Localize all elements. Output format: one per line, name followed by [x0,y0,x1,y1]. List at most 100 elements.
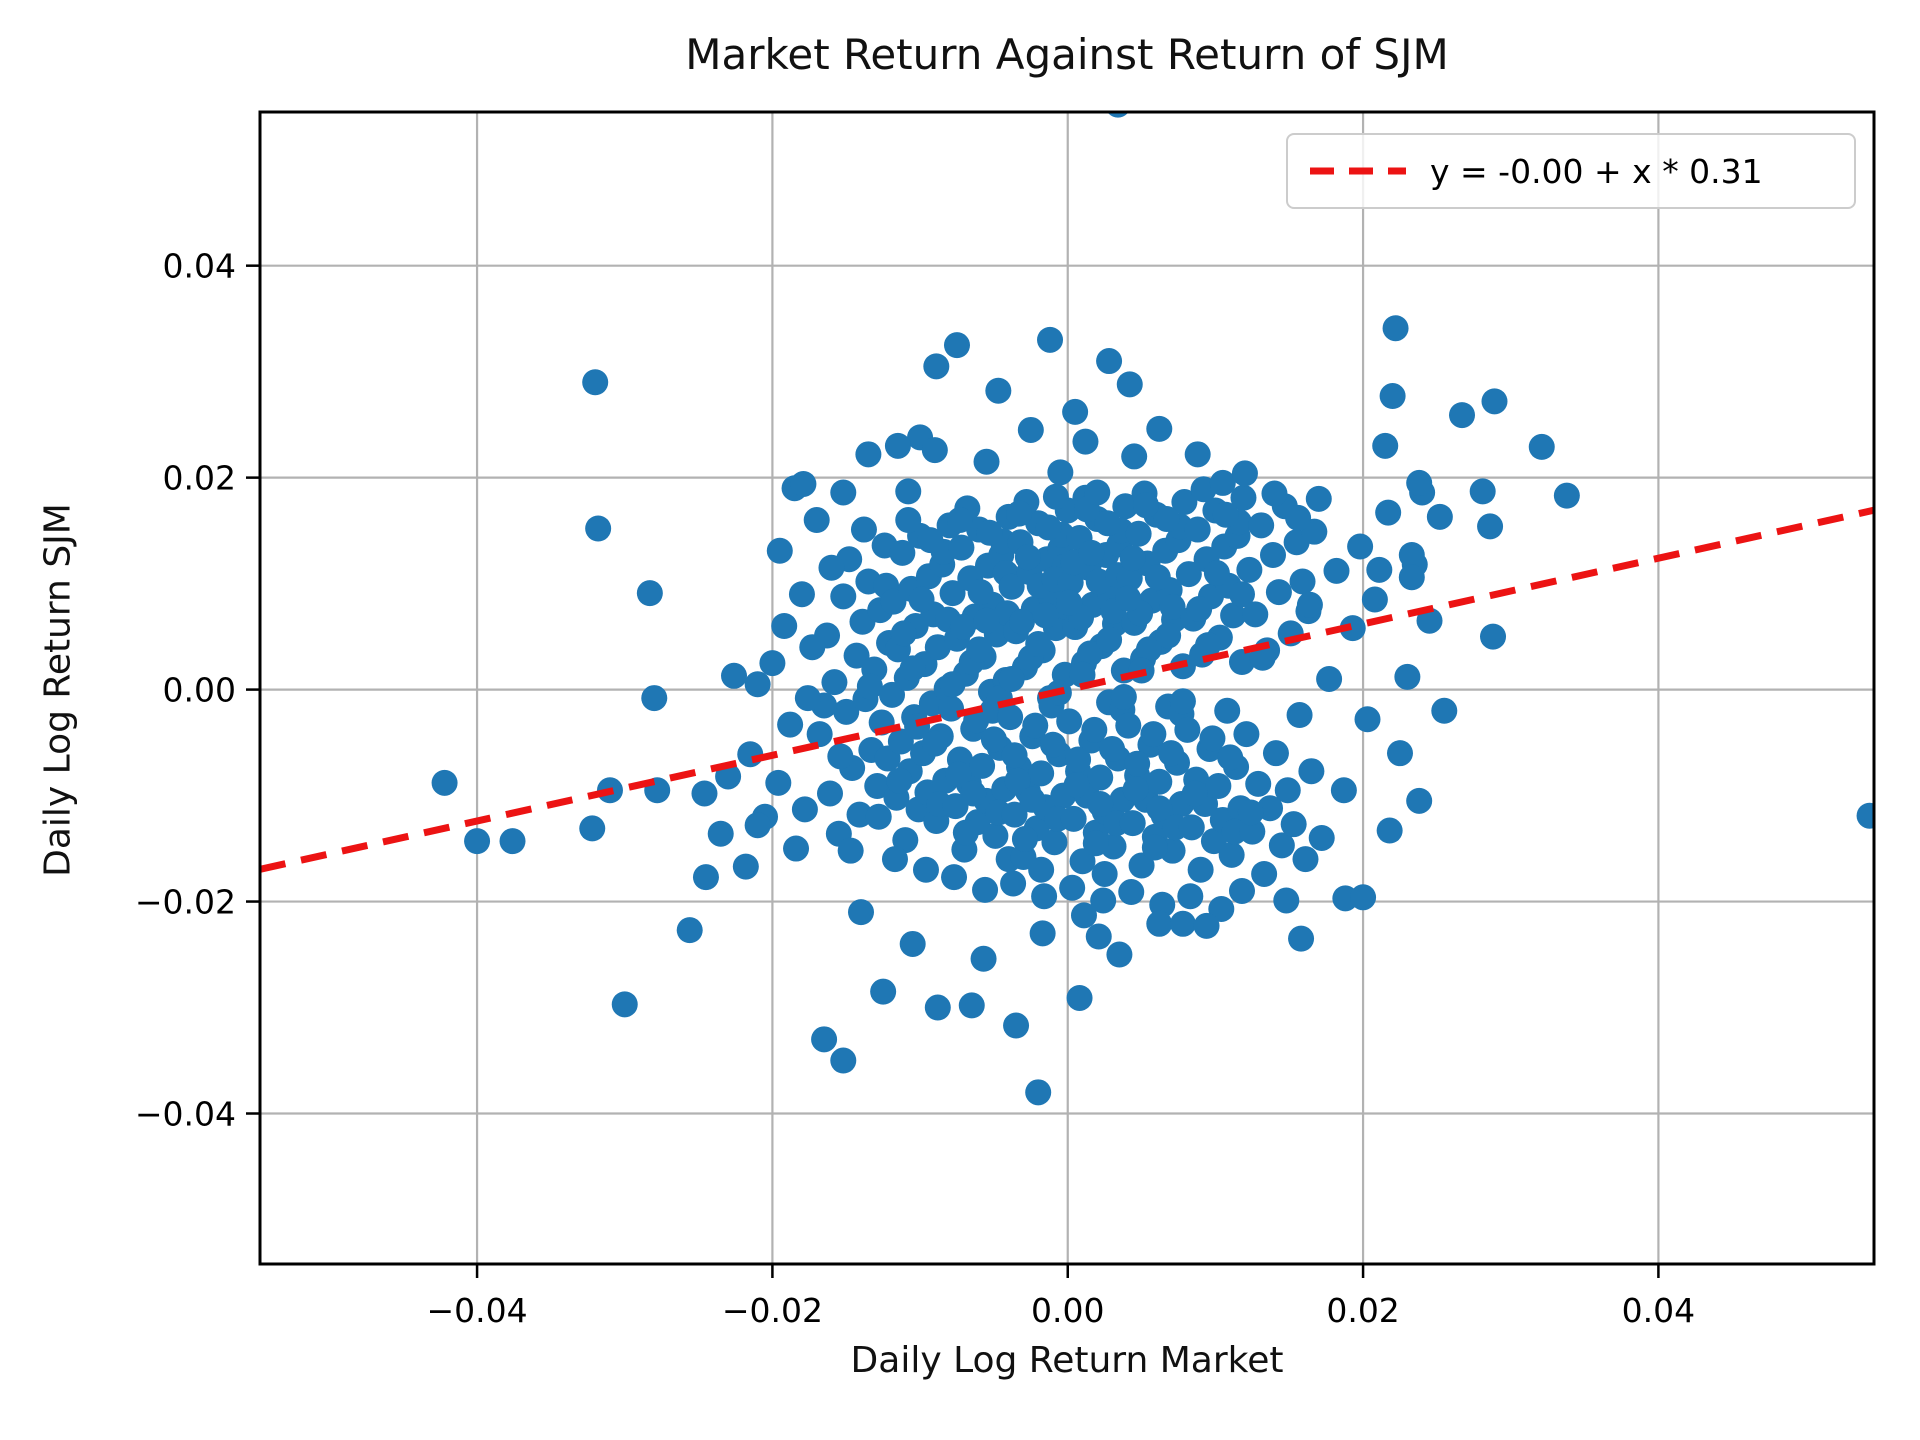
scatter-point [1553,482,1580,509]
scatter-point [1177,883,1204,910]
trend-line [260,506,1874,873]
scatter-point [1112,493,1139,520]
x-tick-label: 0.02 [1326,1291,1399,1330]
scatter-point [879,681,906,708]
scatter-point [1032,602,1059,629]
scatter-point [967,579,994,606]
scatter-point [1330,777,1357,804]
scatter-point [1087,791,1114,818]
scatter-point [1184,441,1211,468]
scatter-point [998,665,1025,692]
scatter-point [1186,596,1213,623]
scatter-point [972,876,999,903]
scatter-point [1017,416,1044,443]
scatter-point [1029,920,1056,947]
scatter-point [970,945,997,972]
scatter-point [636,580,663,607]
scatter-point [917,527,944,554]
scatter-point [1187,856,1214,883]
scatter-point [1233,721,1260,748]
scatter-point [1195,632,1222,659]
x-axis-label: Daily Log Return Market [850,1340,1284,1381]
scatter-point [1141,834,1168,861]
y-tick-label: 0.04 [163,247,236,286]
scatter-point [1118,879,1145,906]
scatter-point [952,819,979,846]
scatter-point [721,662,748,689]
scatter-point [1153,505,1180,532]
scatter-point [1000,870,1027,897]
scatter-point [1236,556,1263,583]
scatter-point [1059,874,1086,901]
scatter-point [641,685,668,712]
scatter-point [821,669,848,696]
scatter-point [1135,636,1162,663]
scatter-point [1096,348,1123,375]
scatter-point [759,650,786,677]
scatter-point [1140,721,1167,748]
scatter-point [865,803,892,830]
scatter-point [1481,388,1508,415]
scatter-point [899,930,926,957]
scatter-point [579,815,606,842]
scatter-point [1146,415,1173,442]
scatter-point [1206,112,1219,114]
scatter-point [939,580,966,607]
scatter-point [1062,398,1089,425]
scatter-point [1008,608,1035,635]
scatter-point [431,769,458,796]
scatter-point [1416,607,1443,634]
scatter-point [1217,744,1244,771]
scatter-point [1116,371,1143,398]
y-axis-label: Daily Log Return SJM [37,503,79,877]
scatter-point [803,507,830,534]
scatter-point [1218,841,1245,868]
scatter-point [1115,585,1142,612]
scatter-point [1056,589,1083,616]
scatter-point [1149,891,1176,918]
scatter-point [1087,764,1114,791]
scatter-point [1146,795,1173,822]
scatter-point [1110,684,1137,711]
scatter-point [1350,884,1377,911]
scatter-point [1298,758,1325,785]
scatter-point [1208,895,1235,922]
scatter-point [946,507,973,534]
scatter-point [1228,581,1255,608]
scatter-point [827,743,854,770]
scatter-point [1106,941,1133,968]
scatter-point [960,780,987,807]
scatter-point [1025,1079,1052,1106]
scatter-point [895,478,922,505]
scatter-point [692,864,719,891]
scatter-point [1169,910,1196,937]
scatter-point [1122,776,1149,803]
scatter-point [1175,561,1202,588]
scatter-point [1159,593,1186,620]
scatter-point [1065,746,1092,773]
scatter-point [1001,801,1028,828]
scatter-point [976,519,1003,546]
scatter-point [856,673,883,700]
scatter-point [1261,480,1288,507]
scatter-point [1085,923,1112,950]
scatter-point [771,613,798,640]
scatter-point [1056,708,1083,735]
scatter-point [1262,740,1289,767]
scatter-point [1133,492,1160,519]
scatter-point [1096,626,1123,653]
scatter-point [1323,557,1350,584]
scatter-point [806,721,833,748]
scatter-point [1406,787,1433,814]
scatter-point [1214,697,1241,724]
scatter-point [1001,742,1028,769]
legend-dashed-line-sample [1310,167,1406,175]
scatter-point [777,711,804,738]
scatter-point [966,636,993,663]
scatter-point [1248,512,1275,539]
scatter-point [1398,564,1425,591]
scatter-point [1273,887,1300,914]
scatter-point [1028,760,1055,787]
scatter-point [1178,814,1205,841]
